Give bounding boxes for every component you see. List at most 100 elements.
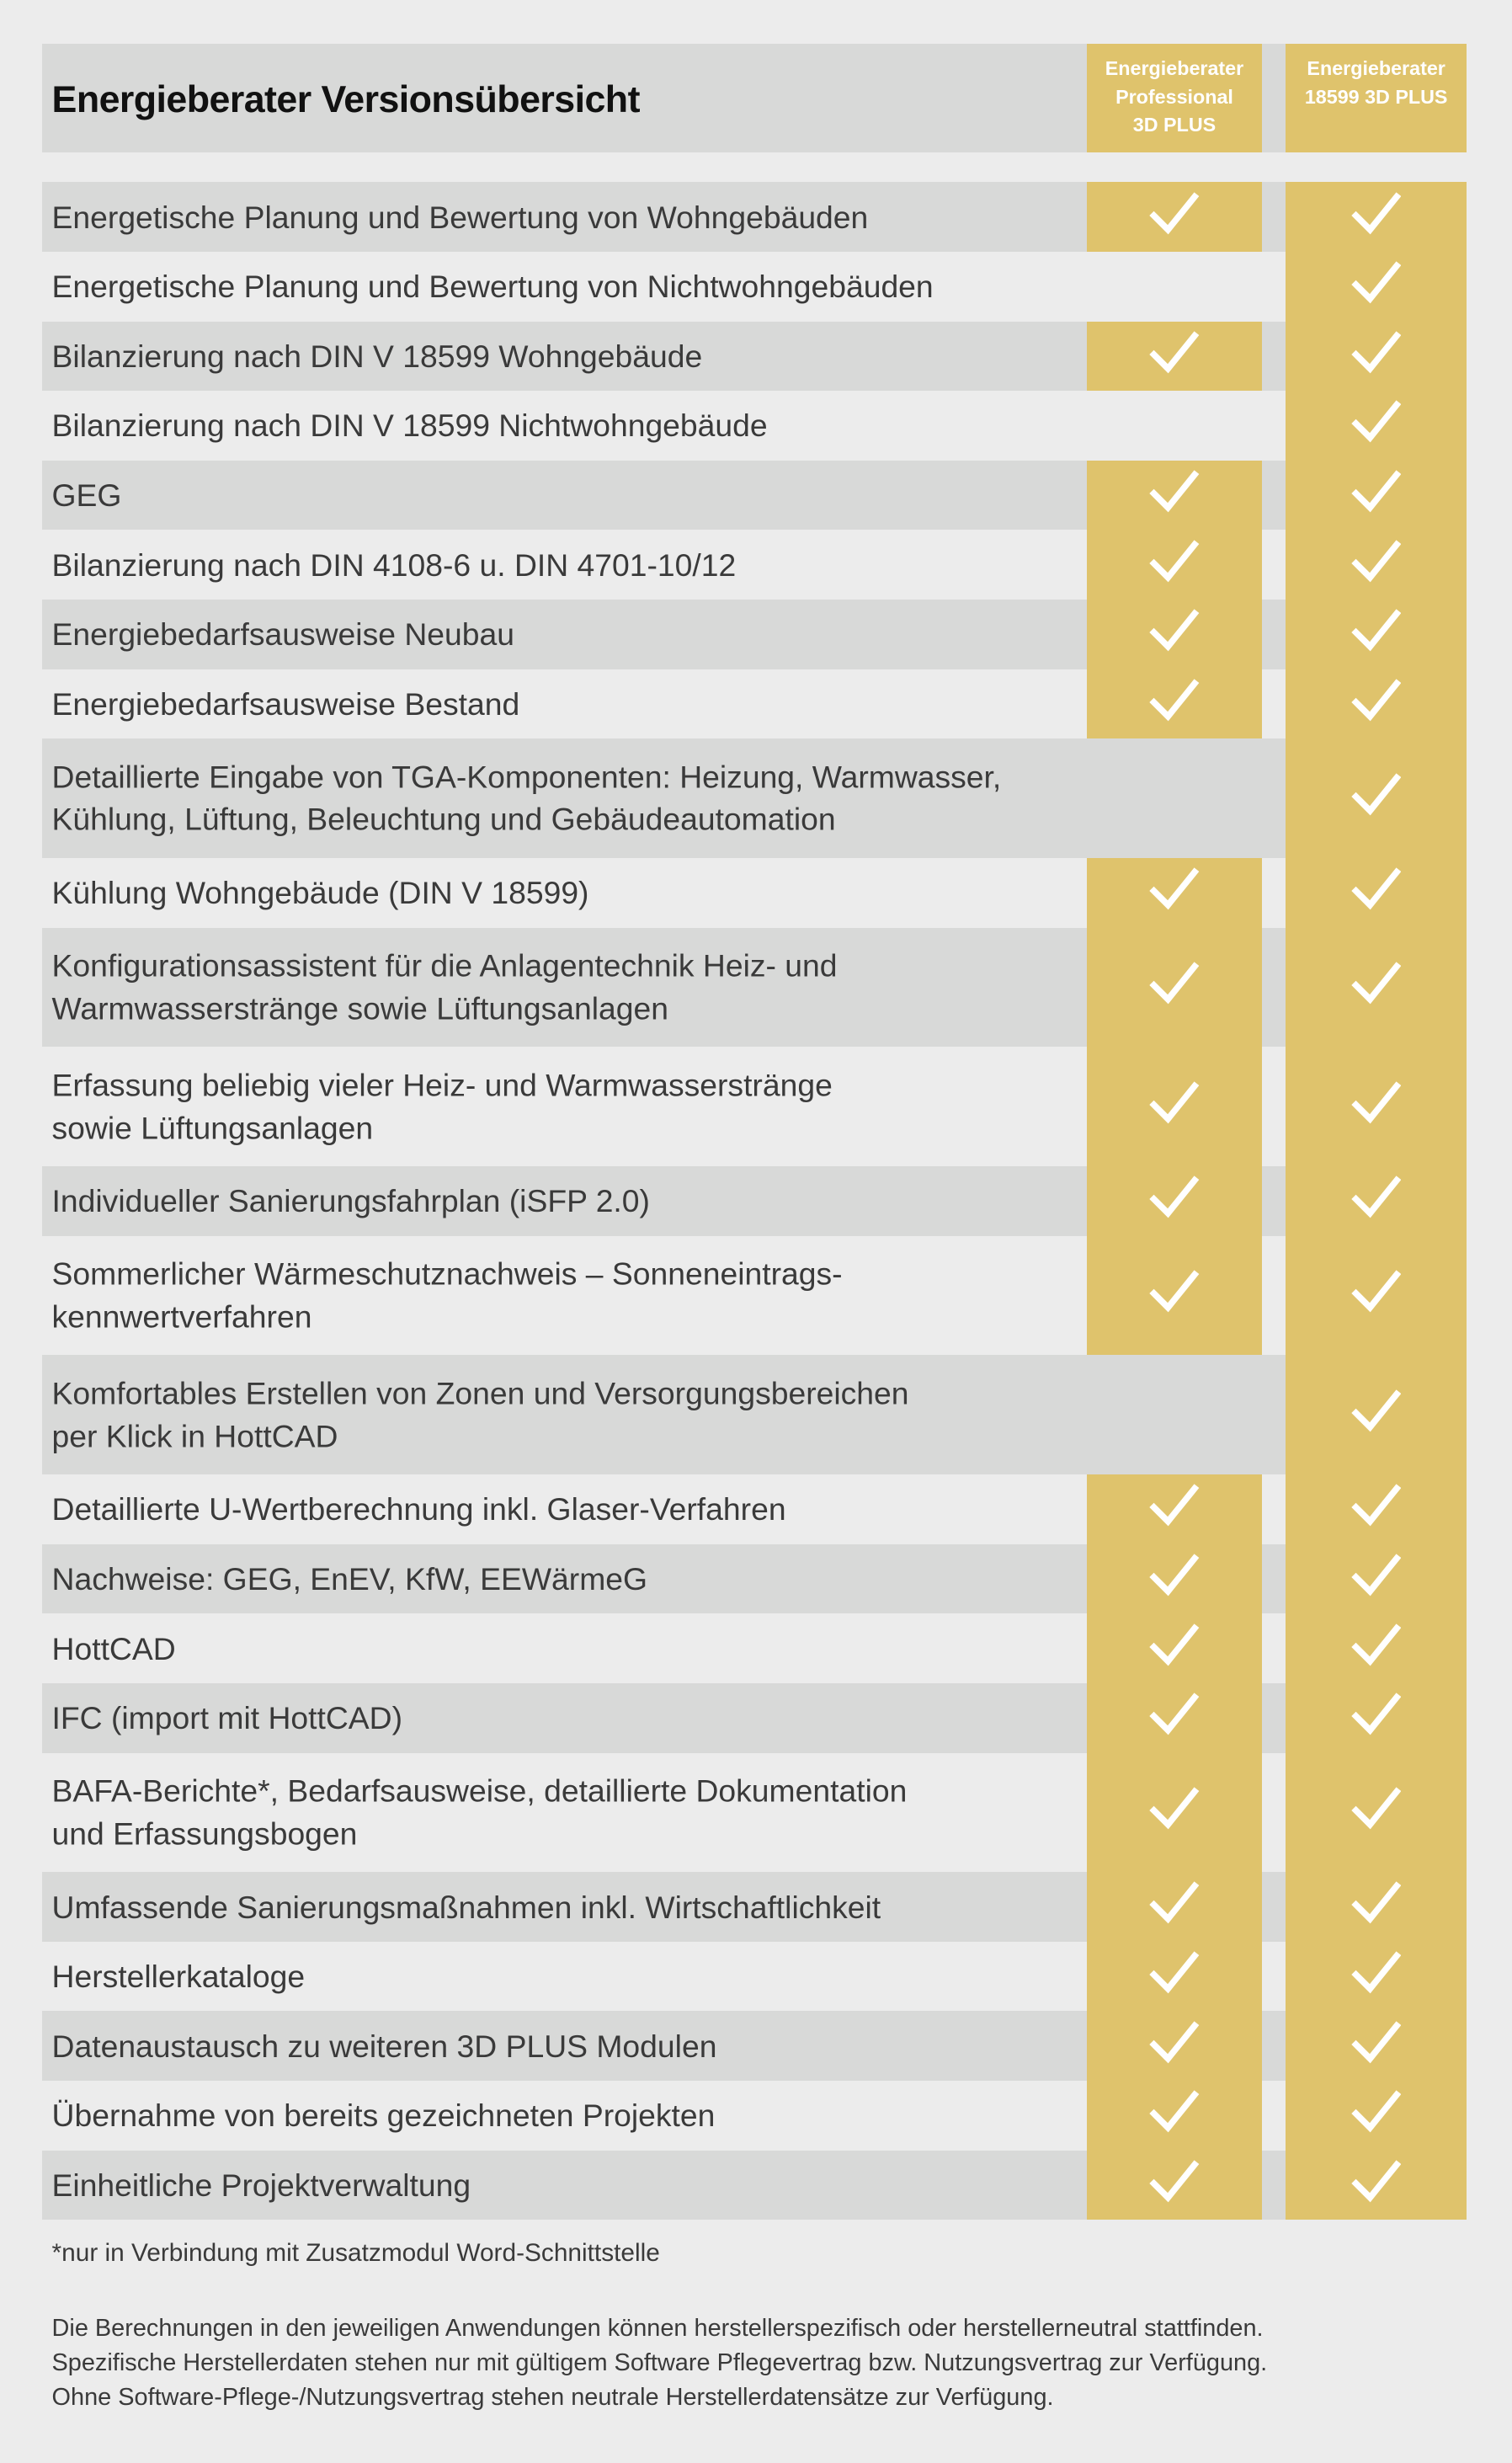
cell-professional: [1086, 1941, 1263, 2012]
feature-label-line: und Erfassungsbogen: [51, 1815, 358, 1852]
feature-label-line: Detaillierte U-Wertberechnung inkl. Glas…: [51, 1491, 786, 1527]
cell-professional: [1087, 391, 1263, 461]
column-header-line: 3D PLUS: [1132, 114, 1217, 136]
table-row: Erfassung beliebig vieler Heiz- und Warm…: [42, 1047, 1467, 1167]
feature-label-line: Bilanzierung nach DIN V 18599 Nichtwohng…: [51, 408, 768, 444]
feature-label: Sommerlicher Wärmeschutznachweis – Sonne…: [52, 1253, 1057, 1338]
cell-18599: [1286, 530, 1467, 600]
check-mark-icon: [1149, 331, 1200, 381]
check-mark-icon: [1149, 1951, 1200, 2002]
cell-18599: [1286, 669, 1467, 739]
table-row: Bilanzierung nach DIN V 18599 Nichtwohng…: [42, 391, 1467, 461]
table-row: Energiebedarfsausweise Bestand: [42, 669, 1467, 739]
check-mark-icon: [1149, 470, 1200, 520]
cell-18599: [1286, 1682, 1467, 1753]
check-mark-icon: [1351, 2090, 1402, 2140]
cell-18599: [1286, 1047, 1467, 1167]
cell-18599: [1286, 2150, 1467, 2220]
cell-professional: [1086, 182, 1263, 252]
cell-professional: [1086, 530, 1263, 600]
check-mark-icon: [1351, 1389, 1402, 1440]
check-mark-icon: [1351, 261, 1402, 312]
cell-professional: [1086, 460, 1263, 530]
feature-label-line: Warmwasserstränge sowie Lüftungsanlagen: [51, 990, 669, 1026]
table-row: Herstellerkataloge: [42, 1941, 1467, 2012]
page-title: Energieberater Versionsübersicht: [51, 78, 641, 121]
feature-label: Energiebedarfsausweise Neubau: [52, 613, 1057, 655]
table-row: HottCAD: [42, 1613, 1467, 1683]
cell-professional: [1086, 321, 1263, 392]
feature-label-line: Energetische Planung und Bewertung von N…: [51, 269, 934, 305]
table-row: Detaillierte Eingabe von TGA-Komponenten…: [42, 738, 1467, 858]
feature-label-line: Erfassung beliebig vieler Heiz- und Warm…: [51, 1067, 833, 1103]
feature-label: Energiebedarfsausweise Bestand: [52, 683, 1057, 725]
cell-professional: [1086, 599, 1263, 669]
table-row: Bilanzierung nach DIN 4108-6 u. DIN 4701…: [42, 530, 1467, 600]
check-mark-icon: [1351, 962, 1402, 1012]
check-mark-icon: [1351, 1951, 1402, 2002]
feature-label: Datenaustausch zu weiteren 3D PLUS Modul…: [52, 2025, 1057, 2067]
feature-label: Erfassung beliebig vieler Heiz- und Warm…: [52, 1064, 1057, 1149]
check-mark-icon: [1149, 2021, 1200, 2071]
check-mark-icon: [1149, 867, 1200, 918]
feature-label: Detaillierte U-Wertberechnung inkl. Glas…: [52, 1488, 1057, 1530]
cell-18599: [1286, 391, 1467, 461]
check-mark-icon: [1149, 1554, 1200, 1604]
feature-label: Detaillierte Eingabe von TGA-Komponenten…: [52, 756, 1057, 841]
note-line: Die Berechnungen in den jeweiligen Anwen…: [51, 2315, 1264, 2343]
feature-label-line: Energiebedarfsausweise Neubau: [51, 616, 514, 653]
check-mark-icon: [1351, 331, 1402, 381]
feature-label-line: Datenaustausch zu weiteren 3D PLUS Modul…: [51, 2028, 717, 2064]
table-row: Einheitliche Projektverwaltung: [42, 2150, 1467, 2220]
column-header-18599: Energieberater 18599 3D PLUS: [1286, 44, 1467, 152]
check-mark-icon: [1149, 1176, 1200, 1226]
check-mark-icon: [1351, 2021, 1402, 2071]
cell-18599: [1286, 738, 1467, 858]
feature-label-line: Individueller Sanierungsfahrplan (iSFP 2…: [51, 1183, 650, 1219]
table-row: Kühlung Wohngebäude (DIN V 18599): [42, 857, 1467, 928]
check-mark-icon: [1149, 1623, 1200, 1674]
feature-label-line: Sommerlicher Wärmeschutznachweis – Sonne…: [51, 1256, 843, 1293]
cell-18599: [1286, 2011, 1467, 2082]
cell-professional: [1086, 1613, 1263, 1683]
cell-18599: [1286, 1166, 1467, 1236]
feature-label-line: sowie Lüftungsanlagen: [51, 1110, 374, 1146]
check-mark-icon: [1351, 1693, 1402, 1743]
check-mark-icon: [1351, 2160, 1402, 2210]
cell-professional: [1086, 2150, 1263, 2220]
cell-professional: [1086, 927, 1263, 1048]
check-mark-icon: [1149, 191, 1200, 243]
feature-label: IFC (import mit HottCAD): [52, 1697, 1057, 1739]
cell-18599: [1286, 321, 1467, 392]
cell-professional: [1087, 1355, 1263, 1474]
cell-18599: [1286, 1355, 1467, 1475]
feature-label-line: Energetische Planung und Bewertung von W…: [51, 199, 869, 235]
check-mark-icon: [1149, 1484, 1200, 1534]
footnote: *nur in Verbindung mit Zusatzmodul Word-…: [51, 2239, 660, 2268]
feature-label: Energetische Planung und Bewertung von W…: [52, 195, 1057, 237]
check-mark-icon: [1351, 679, 1402, 729]
table-row: BAFA-Berichte*, Bedarfsausweise, detaill…: [42, 1752, 1467, 1873]
feature-label: Konfigurationsassistent für die Anlagent…: [52, 945, 1057, 1030]
cell-18599: [1286, 1235, 1467, 1356]
cell-18599: [1286, 927, 1467, 1048]
check-mark-icon: [1149, 2090, 1200, 2140]
feature-label: Bilanzierung nach DIN V 18599 Wohngebäud…: [52, 335, 1057, 377]
feature-table: Energetische Planung und Bewertung von W…: [42, 182, 1467, 2220]
check-mark-icon: [1351, 1881, 1402, 1932]
cell-18599: [1286, 1941, 1467, 2012]
cell-professional: [1087, 252, 1263, 322]
check-mark-icon: [1351, 1484, 1402, 1534]
feature-label: GEG: [52, 474, 1057, 516]
feature-label-line: Detaillierte Eingabe von TGA-Komponenten…: [51, 759, 1002, 795]
table-row: Umfassende Sanierungsmaßnahmen inkl. Wir…: [42, 1872, 1467, 1942]
cell-professional: [1086, 669, 1263, 739]
table-row: Detaillierte U-Wertberechnung inkl. Glas…: [42, 1474, 1467, 1544]
check-mark-icon: [1351, 191, 1402, 243]
feature-label: Übernahme von bereits gezeichneten Proje…: [52, 2094, 1057, 2136]
note-line: Spezifische Herstellerdaten stehen nur m…: [51, 2349, 1268, 2377]
table-row: Sommerlicher Wärmeschutznachweis – Sonne…: [42, 1235, 1467, 1356]
check-mark-icon: [1149, 1881, 1200, 1932]
cell-18599: [1286, 1752, 1467, 1873]
